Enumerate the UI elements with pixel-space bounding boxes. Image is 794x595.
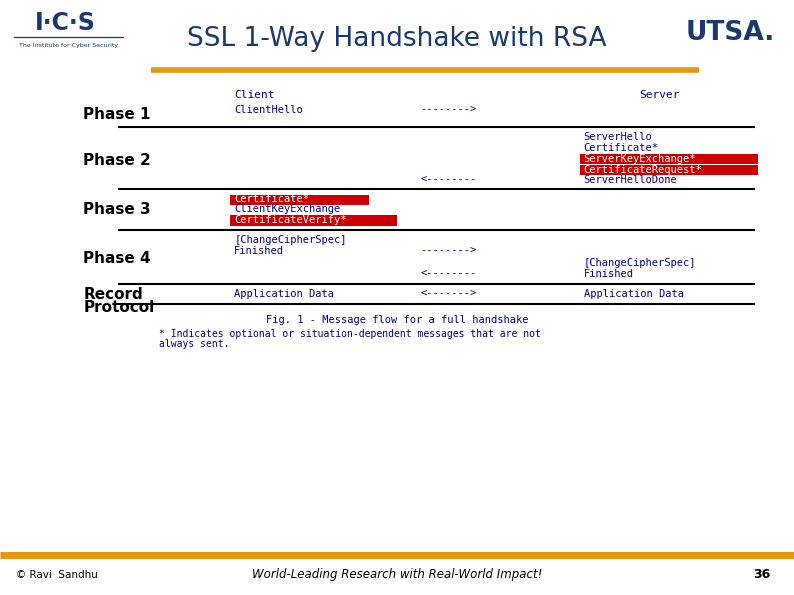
Text: I·C·S: I·C·S	[35, 11, 95, 35]
Text: Phase 1: Phase 1	[83, 107, 151, 123]
Bar	[580, 165, 758, 175]
Text: Phase 4: Phase 4	[83, 250, 151, 266]
Text: -------->: -------->	[421, 246, 476, 256]
Text: Server: Server	[639, 90, 680, 100]
Text: Finished: Finished	[584, 269, 634, 278]
Text: CertificateRequest*: CertificateRequest*	[584, 165, 703, 174]
Text: <--------: <--------	[421, 269, 476, 278]
Text: 36: 36	[753, 568, 770, 581]
Text: Phase 2: Phase 2	[83, 153, 151, 168]
Text: always sent.: always sent.	[159, 339, 229, 349]
Text: ServerHelloDone: ServerHelloDone	[584, 175, 677, 184]
Text: <------->: <------->	[421, 289, 476, 299]
Text: <--------: <--------	[421, 175, 476, 184]
Bar	[230, 195, 369, 205]
Text: SSL 1-Way Handshake with RSA: SSL 1-Way Handshake with RSA	[187, 26, 607, 52]
Text: Finished: Finished	[234, 246, 284, 256]
Text: Protocol: Protocol	[83, 299, 155, 315]
Text: [ChangeCipherSpec]: [ChangeCipherSpec]	[234, 236, 347, 245]
Text: Client: Client	[234, 90, 275, 100]
Text: © Ravi  Sandhu: © Ravi Sandhu	[16, 570, 98, 580]
Text: Phase 3: Phase 3	[83, 202, 151, 217]
Text: Certificate*: Certificate*	[584, 143, 658, 152]
Text: [ChangeCipherSpec]: [ChangeCipherSpec]	[584, 258, 696, 268]
Text: -------->: -------->	[421, 105, 476, 115]
Text: Application Data: Application Data	[234, 289, 334, 299]
Bar	[230, 215, 397, 226]
Text: ClientHello: ClientHello	[234, 105, 303, 115]
Text: ClientKeyExchange: ClientKeyExchange	[234, 205, 341, 214]
Text: The Institute for Cyber Security: The Institute for Cyber Security	[19, 43, 118, 48]
Text: ServerHello: ServerHello	[584, 132, 653, 142]
Text: UTSA.: UTSA.	[686, 20, 775, 46]
Text: CertificateVerify*: CertificateVerify*	[234, 215, 347, 225]
Text: World-Leading Research with Real-World Impact!: World-Leading Research with Real-World I…	[252, 568, 542, 581]
Text: ServerKeyExchange*: ServerKeyExchange*	[584, 154, 696, 164]
Bar	[580, 154, 758, 164]
Text: Application Data: Application Data	[584, 289, 684, 299]
Text: Record: Record	[83, 287, 143, 302]
Text: Fig. 1 - Message flow for a full handshake: Fig. 1 - Message flow for a full handsha…	[266, 315, 528, 325]
Text: Certificate*: Certificate*	[234, 195, 309, 204]
Text: * Indicates optional or situation-dependent messages that are not: * Indicates optional or situation-depend…	[159, 330, 541, 339]
